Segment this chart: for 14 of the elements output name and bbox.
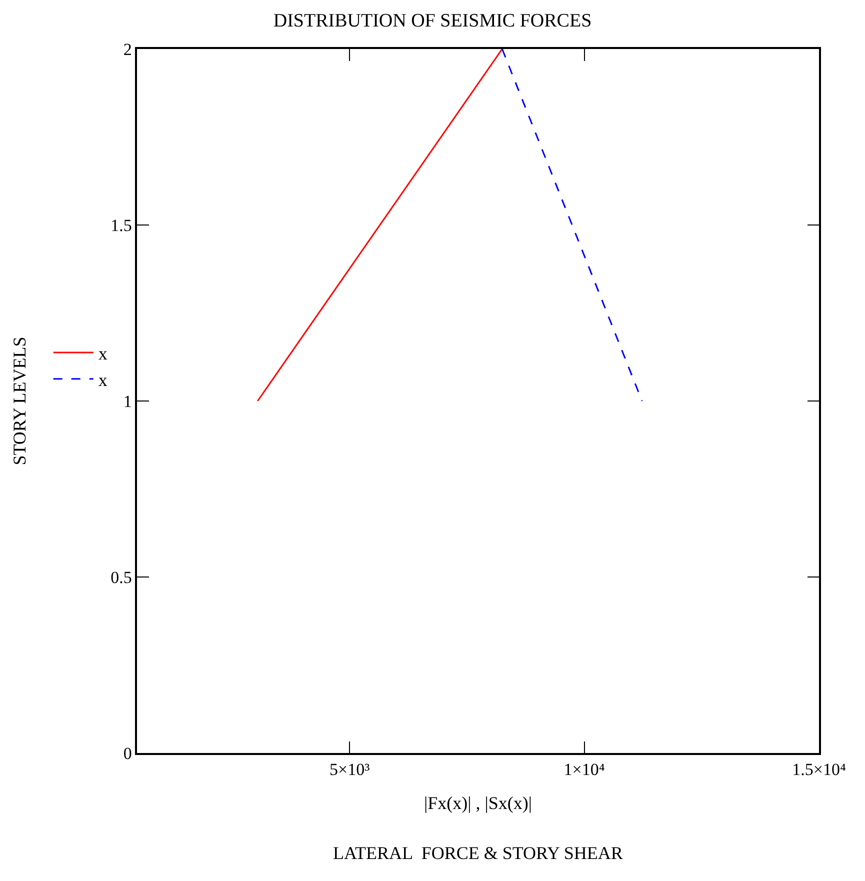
y-tick-label: 2 [123, 40, 132, 59]
legend-label: x [98, 370, 108, 390]
text: LATERAL FORCE & STORY SHEAR [333, 843, 623, 863]
y-tick-label: 1.5 [110, 216, 132, 235]
y-tick-label: 1 [123, 392, 132, 411]
chart-title: DISTRIBUTION OF SEISMIC FORCES [273, 10, 592, 32]
x-axis-title: |Fx(x)| , |Sx(x)| [424, 792, 532, 813]
x-tick-label: 1×10⁴ [564, 760, 605, 780]
legend-label: x [98, 344, 108, 364]
y-tick-label: 0 [123, 744, 132, 763]
x-tick-label: 5×10³ [330, 760, 370, 780]
x-tick-label: 1.5×10⁴ [792, 760, 846, 780]
y-axis-title: STORY LEVELS [9, 336, 30, 466]
y-tick-label: 0.5 [110, 568, 132, 587]
